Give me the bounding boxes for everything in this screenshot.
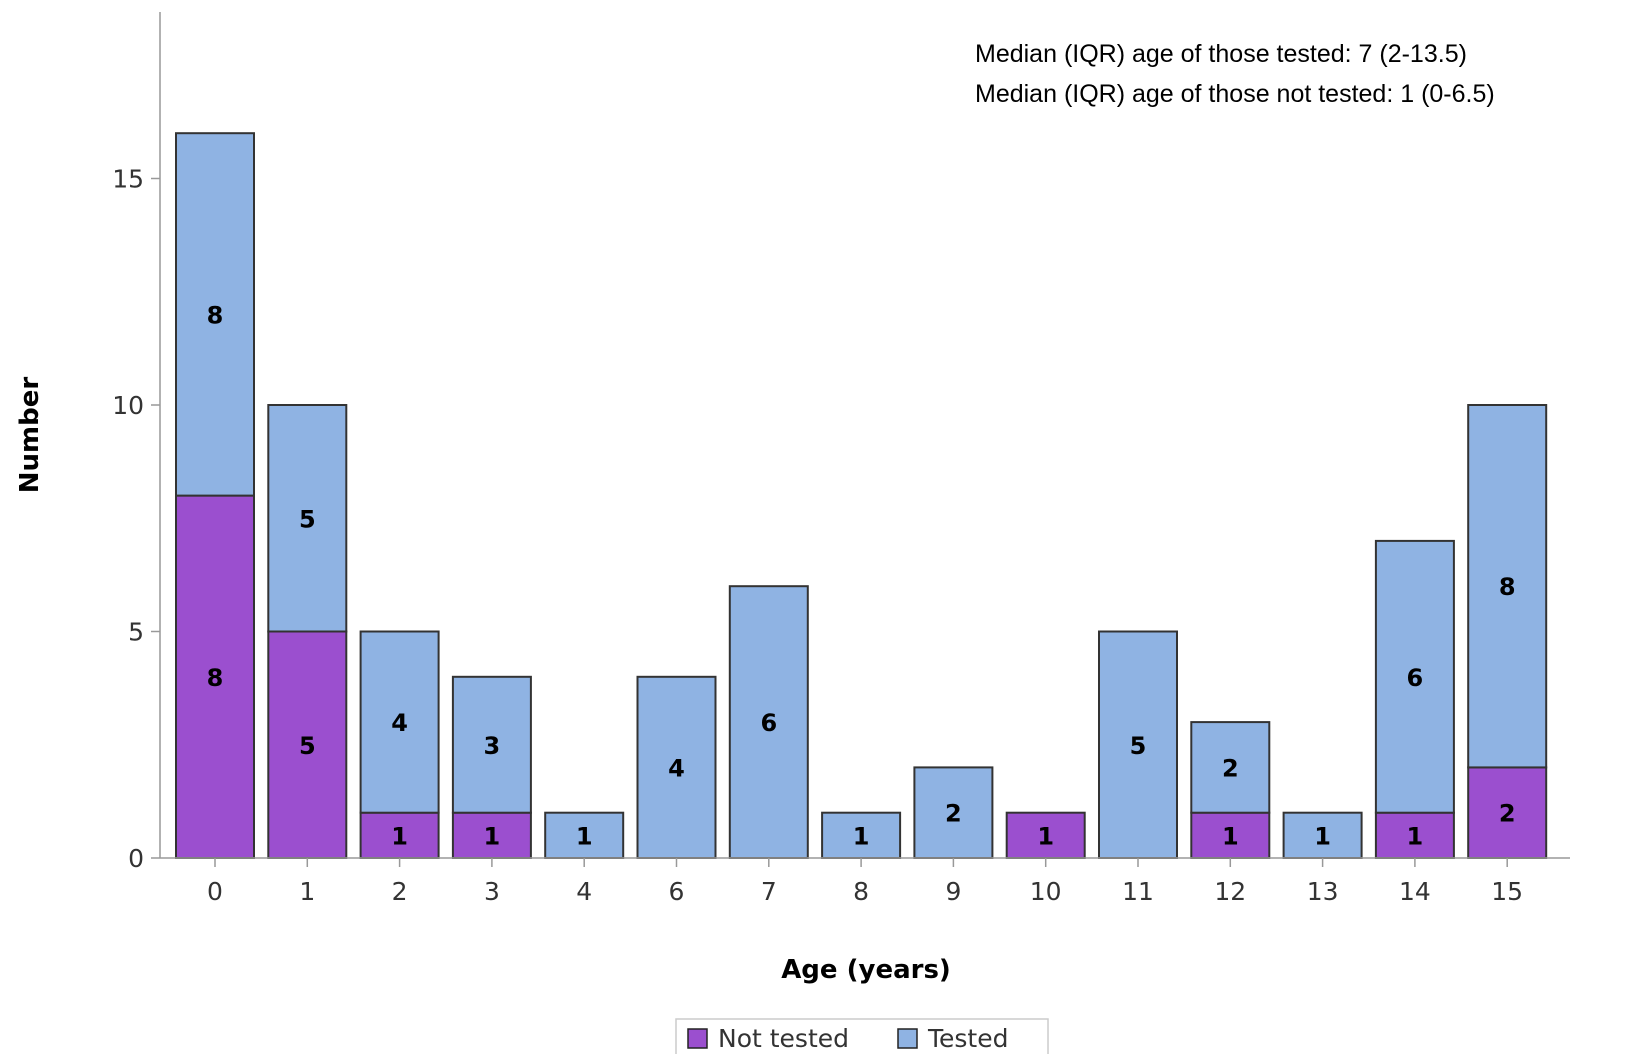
bar-value-label: 1 bbox=[1407, 822, 1424, 850]
bar-segment bbox=[1190, 811, 1271, 860]
bar-segment bbox=[175, 132, 255, 497]
bar-segment bbox=[1374, 811, 1455, 860]
x-axis-title: Age (years) bbox=[781, 955, 951, 985]
bar-value-label: 8 bbox=[207, 301, 224, 329]
legend-label-not-tested: Not tested bbox=[718, 1024, 849, 1053]
x-axis-ticks: 0 1 2 3 4 6 7 8 9 10 11 12 13 14 15 bbox=[207, 858, 1523, 906]
data-labels-group: 8 8 5 5 1 4 1 3 1 4 6 1 2 1 5 1 2 1 1 6 2 8 bbox=[207, 301, 1516, 850]
bar-value-label: 3 bbox=[484, 732, 501, 760]
x-tick-label: 11 bbox=[1122, 877, 1154, 906]
bar-segment bbox=[821, 811, 902, 860]
bars-group bbox=[175, 132, 1548, 860]
bar-segment bbox=[728, 585, 809, 859]
bar-segment bbox=[267, 404, 348, 633]
bar-segment bbox=[636, 675, 717, 859]
x-tick-label: 4 bbox=[576, 877, 592, 906]
bar-segment bbox=[451, 675, 532, 814]
y-tick-label: 10 bbox=[112, 391, 144, 420]
annotation-not-tested: Median (IQR) age of those not tested: 1 … bbox=[975, 80, 1495, 108]
bar-segment bbox=[1005, 811, 1086, 860]
x-tick-label: 6 bbox=[669, 877, 685, 906]
bar-value-label: 4 bbox=[668, 754, 685, 782]
y-axis-title: Number bbox=[15, 377, 45, 494]
legend: Not tested Tested bbox=[675, 1018, 1049, 1054]
x-tick-label: 8 bbox=[853, 877, 869, 906]
bar-segment bbox=[1467, 766, 1548, 860]
bar-segment bbox=[359, 630, 440, 814]
y-tick-label: 5 bbox=[128, 618, 144, 647]
x-tick-label: 9 bbox=[945, 877, 961, 906]
bar-value-label: 5 bbox=[1130, 732, 1147, 760]
x-tick-label: 13 bbox=[1307, 877, 1339, 906]
bar-value-label: 8 bbox=[207, 664, 224, 692]
y-axis-ticks: 0 5 10 15 bbox=[112, 165, 160, 873]
x-tick-label: 0 bbox=[207, 877, 223, 906]
x-tick-label: 15 bbox=[1491, 877, 1523, 906]
bar-value-label: 1 bbox=[1037, 822, 1054, 850]
x-tick-label: 12 bbox=[1214, 877, 1246, 906]
x-tick-label: 3 bbox=[484, 877, 500, 906]
bar-value-label: 1 bbox=[391, 822, 408, 850]
bar-value-label: 2 bbox=[1499, 800, 1516, 828]
legend-frame bbox=[675, 1018, 1049, 1054]
bar-value-label: 6 bbox=[760, 709, 777, 737]
bar-value-label: 5 bbox=[299, 505, 316, 533]
legend-swatch-not-tested bbox=[687, 1028, 708, 1049]
bar-value-label: 2 bbox=[945, 800, 962, 828]
bar-segment bbox=[1190, 721, 1271, 814]
bar-segment bbox=[175, 494, 255, 859]
y-tick-label: 0 bbox=[128, 844, 144, 873]
bar-segment bbox=[1282, 811, 1363, 860]
bar-value-label: 1 bbox=[576, 822, 593, 850]
bar-value-label: 1 bbox=[1222, 822, 1239, 850]
x-tick-label: 14 bbox=[1399, 877, 1431, 906]
bar-value-label: 2 bbox=[1222, 754, 1239, 782]
bar-segment bbox=[1467, 404, 1548, 769]
bar-value-label: 4 bbox=[391, 709, 408, 737]
x-tick-label: 2 bbox=[392, 877, 408, 906]
bar-value-label: 8 bbox=[1499, 573, 1516, 601]
y-tick-label: 15 bbox=[112, 165, 144, 194]
legend-label-tested: Tested bbox=[927, 1024, 1008, 1053]
legend-swatch-tested bbox=[897, 1028, 918, 1049]
x-tick-label: 1 bbox=[299, 877, 315, 906]
x-tick-label: 7 bbox=[761, 877, 777, 906]
bar-value-label: 1 bbox=[484, 822, 501, 850]
x-tick-label: 10 bbox=[1030, 877, 1062, 906]
bar-value-label: 1 bbox=[1314, 822, 1331, 850]
bar-value-label: 5 bbox=[299, 732, 316, 760]
bar-value-label: 6 bbox=[1407, 664, 1424, 692]
bar-segment bbox=[1374, 539, 1455, 814]
bar-value-label: 1 bbox=[853, 822, 870, 850]
plot-area: 8 8 5 5 1 4 1 3 1 4 6 1 2 1 5 1 2 1 1 6 2 8 bbox=[175, 132, 1548, 860]
annotation-tested: Median (IQR) age of those tested: 7 (2-1… bbox=[975, 40, 1467, 68]
